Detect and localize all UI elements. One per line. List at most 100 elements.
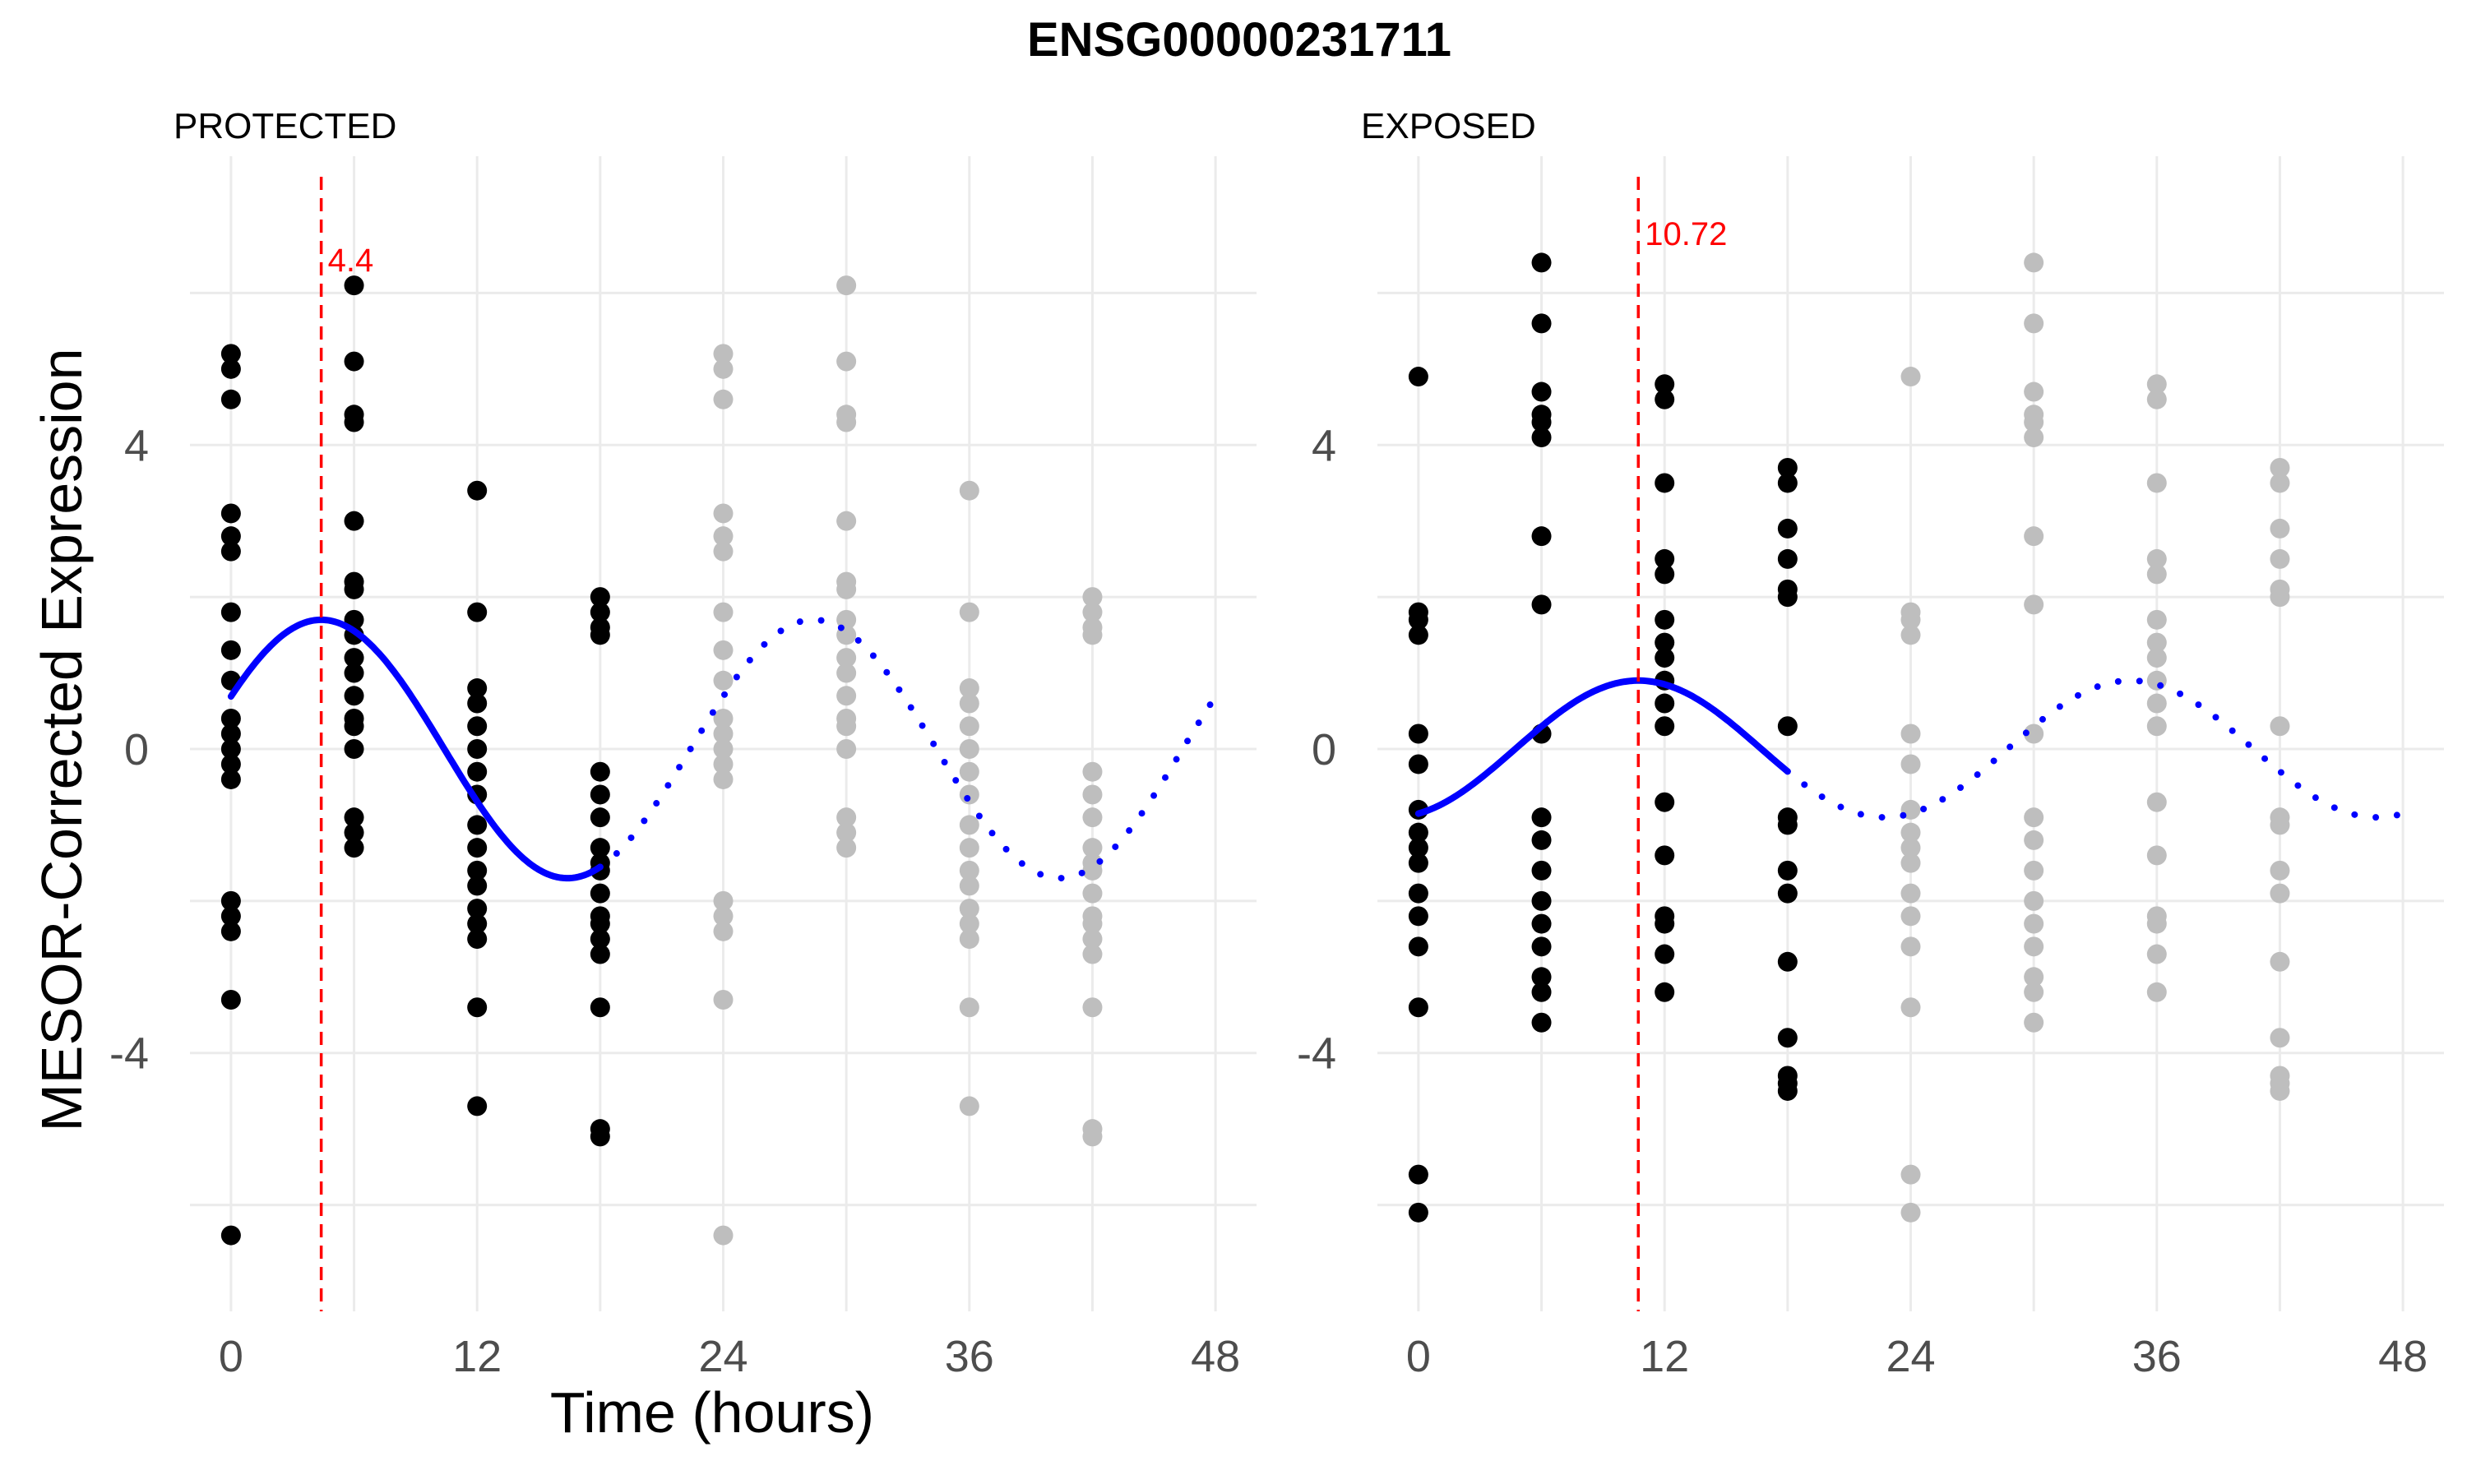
- chart-title: ENSG00000231711: [1027, 13, 1451, 67]
- replicated-point: [836, 648, 857, 668]
- replicated-point: [2024, 252, 2044, 273]
- y-tick-label: 0: [124, 725, 149, 774]
- observed-point: [1655, 564, 1675, 585]
- replicated-point: [2146, 648, 2167, 668]
- replicated-point: [1900, 936, 1921, 957]
- replicated-point: [1900, 883, 1921, 904]
- observed-point: [590, 587, 610, 608]
- observed-point: [344, 579, 364, 599]
- observed-point: [1408, 754, 1428, 774]
- replicated-point: [2024, 1012, 2044, 1033]
- replicated-point: [1900, 367, 1921, 387]
- observed-point: [344, 838, 364, 858]
- replicated-point: [959, 929, 979, 950]
- observed-point: [1655, 913, 1675, 934]
- observed-point: [590, 602, 610, 622]
- replicated-point: [2270, 457, 2290, 478]
- fitted-curve: [227, 616, 604, 882]
- replicated-point: [959, 716, 979, 737]
- replicated-point: [1900, 822, 1921, 843]
- replicated-point: [713, 526, 734, 547]
- replicated-point: [713, 769, 734, 789]
- observed-point: [1408, 822, 1428, 843]
- observed-point: [220, 754, 241, 774]
- observed-point: [1531, 594, 1552, 615]
- observed-point: [467, 761, 488, 782]
- observed-point: [467, 738, 488, 759]
- facet-panels: 0 12 24 36 48 -4 0 4 PROTECTED 4.4 0 12 24 36 48 -4 0 4 EX…: [109, 106, 2444, 1381]
- replicated-point: [2146, 845, 2167, 866]
- replicated-point: [1900, 906, 1921, 927]
- observed-point: [1777, 860, 1798, 881]
- replicated-point: [2146, 374, 2167, 395]
- observed-point: [220, 602, 241, 622]
- replicated-point: [836, 738, 857, 759]
- observed-point: [220, 358, 241, 379]
- observed-point: [220, 344, 241, 364]
- replicated-point: [2024, 807, 2044, 828]
- observed-point: [344, 511, 364, 531]
- observed-point: [220, 921, 241, 941]
- replicated-point: [1900, 1202, 1921, 1223]
- replicated-point: [1082, 1126, 1103, 1147]
- replicated-point: [1082, 838, 1103, 858]
- observed-point: [590, 807, 610, 828]
- observed-point: [467, 815, 488, 835]
- observed-point: [1408, 906, 1428, 927]
- observed-point: [1777, 548, 1798, 569]
- observed-point: [1777, 716, 1798, 737]
- peak-time-label: 4.4: [328, 243, 374, 279]
- replicated-point: [2024, 982, 2044, 1002]
- replicated-point: [959, 693, 979, 714]
- observed-point: [1408, 997, 1428, 1018]
- replicated-point: [2024, 594, 2044, 615]
- fitted-curve-projection: [1784, 677, 2407, 821]
- observed-point: [467, 480, 488, 501]
- observed-point: [1531, 428, 1552, 448]
- replicated-point: [2024, 913, 2044, 934]
- replicated-point: [959, 480, 979, 501]
- replicated-point: [836, 511, 857, 531]
- y-tick-label: 4: [124, 421, 149, 470]
- replicated-point: [2024, 313, 2044, 334]
- replicated-point: [959, 899, 979, 919]
- replicated-point: [959, 815, 979, 835]
- replicated-point: [2024, 860, 2044, 881]
- replicated-point: [836, 838, 857, 858]
- replicated-point: [2270, 1080, 2290, 1101]
- replicated-point: [836, 275, 857, 296]
- observed-point: [1408, 936, 1428, 957]
- facet-label: PROTECTED: [174, 106, 396, 146]
- observed-point: [220, 1225, 241, 1246]
- replicated-point: [836, 351, 857, 372]
- replicated-point: [1082, 761, 1103, 782]
- observed-point: [590, 944, 610, 964]
- replicated-point: [1900, 1164, 1921, 1185]
- replicated-point: [1082, 784, 1103, 805]
- replicated-point: [2024, 830, 2044, 850]
- facet-label: EXPOSED: [1361, 106, 1536, 146]
- replicated-point: [836, 686, 857, 706]
- replicated-point: [2146, 716, 2167, 737]
- replicated-point: [713, 724, 734, 744]
- observed-point: [1777, 457, 1798, 478]
- replicated-point: [713, 358, 734, 379]
- replicated-point: [1900, 625, 1921, 645]
- observed-point: [467, 997, 488, 1018]
- replicated-point: [2024, 428, 2044, 448]
- observed-point: [220, 503, 241, 524]
- observed-point: [220, 890, 241, 911]
- replicated-point: [1082, 602, 1103, 622]
- replicated-point: [2146, 389, 2167, 409]
- observed-point: [1408, 367, 1428, 387]
- replicated-point: [713, 990, 734, 1010]
- observed-point: [590, 838, 610, 858]
- observed-point: [220, 640, 241, 660]
- replicated-point: [959, 876, 979, 896]
- observed-point: [344, 686, 364, 706]
- observed-point: [590, 1126, 610, 1147]
- observed-point: [1531, 982, 1552, 1002]
- observed-point: [220, 769, 241, 789]
- observed-point: [344, 716, 364, 737]
